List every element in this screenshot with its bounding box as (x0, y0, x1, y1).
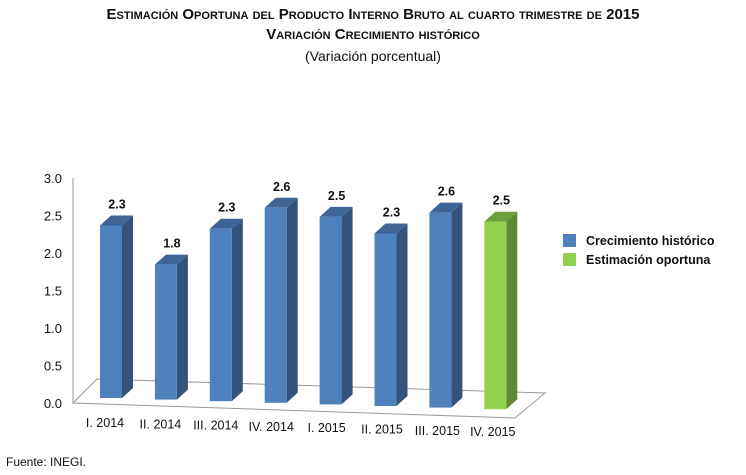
bar-8 (484, 221, 507, 410)
legend-label: Estimación oportuna (586, 252, 711, 267)
bar-side (451, 202, 463, 408)
data-label: 2.6 (273, 180, 290, 194)
data-label: 2.3 (383, 206, 400, 220)
legend-item-historico: Crecimiento histórico (563, 231, 715, 250)
bar-side (286, 197, 298, 403)
y-tick-label: 1.5 (44, 284, 62, 299)
data-label: 2.5 (328, 189, 345, 203)
bar-3 (209, 228, 232, 402)
x-tick-label: IV. 2014 (248, 420, 293, 434)
chart-title: Estimación Oportuna del Producto Interno… (106, 6, 640, 23)
bar-top (374, 223, 408, 234)
bar-top (264, 197, 298, 208)
x-tick-label: I. 2015 (307, 421, 345, 435)
bar-side (122, 215, 133, 398)
x-tick-label: III. 2015 (415, 424, 460, 438)
data-label: 2.6 (438, 185, 455, 199)
chart-floor (71, 378, 547, 419)
legend-item-estimacion: Estimación oportuna (563, 250, 715, 269)
x-tick-label: IV. 2015 (470, 425, 515, 439)
x-tick-label: I. 2014 (86, 416, 124, 430)
y-tick-label: 2.0 (44, 246, 62, 261)
bar-top (209, 218, 243, 229)
unit-note: (Variación porcentual) (305, 48, 441, 64)
bar-2 (154, 264, 177, 400)
source-note: Fuente: INEGI. (6, 455, 87, 469)
y-tick-label: 2.5 (44, 209, 62, 224)
bar-top (319, 206, 353, 217)
bar-side (341, 206, 353, 405)
bar-7 (429, 212, 452, 408)
data-label: 2.5 (493, 194, 510, 208)
bar-side (231, 218, 243, 402)
y-tick-label: 0.5 (44, 359, 62, 374)
bar-top (154, 254, 188, 265)
x-tick-label: III. 2014 (193, 419, 238, 433)
bar-top (429, 202, 463, 213)
x-tick-label: II. 2015 (361, 423, 403, 437)
legend: Crecimiento histórico Estimación oportun… (563, 231, 715, 269)
bar-side (506, 211, 518, 410)
bar-top (100, 215, 133, 226)
y-tick-label: 3.0 (44, 171, 62, 186)
data-label: 1.8 (163, 237, 180, 251)
bar-5 (319, 216, 342, 405)
y-tick-label: 0.0 (44, 396, 62, 411)
legend-swatch-estimacion (563, 253, 576, 266)
data-label: 2.3 (108, 198, 125, 212)
bar-4 (264, 207, 287, 403)
legend-swatch-historico (563, 234, 576, 247)
bar-top (484, 211, 518, 222)
data-label: 2.3 (218, 201, 235, 215)
legend-label: Crecimiento histórico (586, 233, 715, 248)
bar-side (396, 223, 408, 406)
y-tick-label: 1.0 (44, 321, 62, 336)
x-tick-label: II. 2014 (140, 417, 182, 431)
chart-subtitle: Variación Crecimiento histórico (266, 26, 480, 43)
bar-1 (100, 225, 122, 398)
bar-side (176, 254, 188, 400)
bar-6 (374, 233, 397, 406)
